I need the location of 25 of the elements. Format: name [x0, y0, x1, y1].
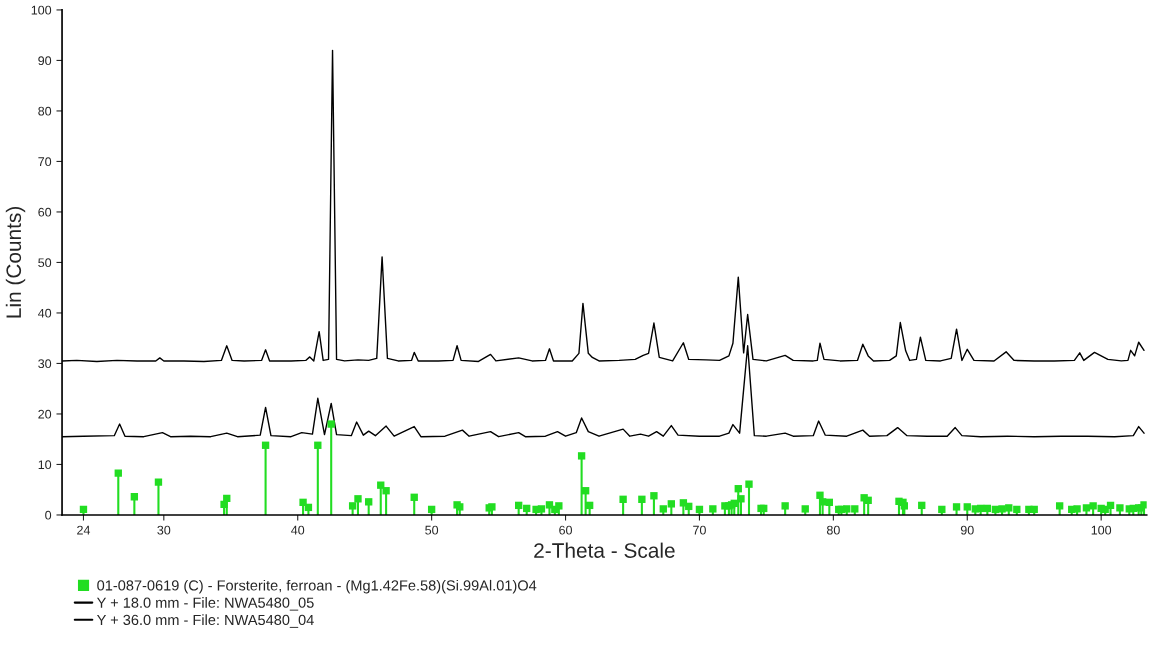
- x-tick-label: 90: [960, 525, 974, 535]
- y-tick-label: 90: [38, 56, 52, 66]
- y-tick-label: 80: [38, 106, 52, 116]
- y-tick-label: 60: [38, 207, 52, 217]
- x-tick-label: 70: [693, 525, 706, 535]
- x-tick-label: 80: [826, 525, 840, 535]
- y-tick-label: 40: [38, 308, 52, 318]
- y-tick-label: 10: [38, 460, 52, 470]
- x-tick-label: 30: [157, 525, 171, 535]
- x-tick-label: 100: [1091, 525, 1112, 535]
- y-tick-label: 70: [38, 157, 52, 167]
- y-axis-title: Lin (Counts): [5, 207, 26, 318]
- legend-label: 01-087-0619 (C) - Forsterite, ferroan - (Mg1.42Fe.58)(Si.99Al.01)O4: [97, 579, 537, 594]
- y-tick-label: 100: [31, 5, 52, 15]
- x-axis-title: 2-Theta - Scale: [534, 542, 675, 558]
- legend-label: Y + 18.0 mm - File: NWA5480_05: [96, 597, 314, 611]
- y-tick-label: 30: [38, 359, 52, 369]
- y-tick-label: 0: [45, 510, 52, 520]
- x-tick-label: 50: [425, 525, 439, 535]
- y-tick-label: 50: [38, 258, 52, 268]
- legend-label: Y + 36.0 mm - File: NWA5480_04: [96, 614, 314, 628]
- y-tick-label: 20: [38, 409, 52, 419]
- x-tick-label: 60: [559, 525, 572, 535]
- x-tick-label: 24: [77, 525, 91, 535]
- x-tick-label: 40: [291, 525, 305, 535]
